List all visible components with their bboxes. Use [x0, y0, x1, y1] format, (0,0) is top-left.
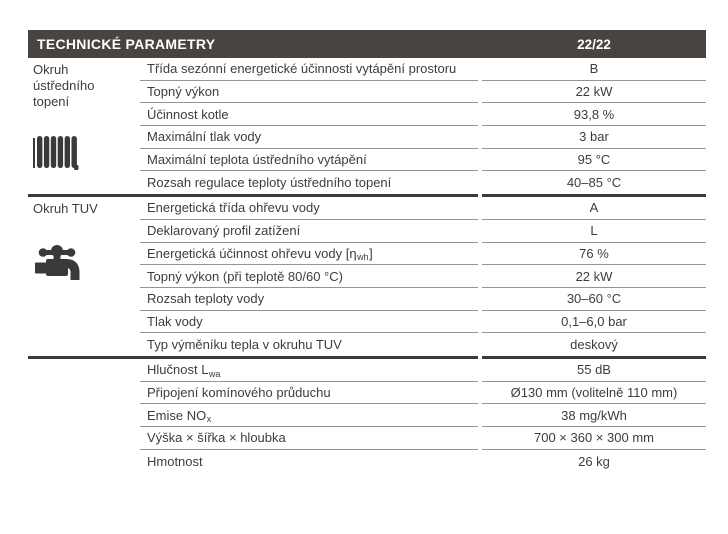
section-divider [28, 355, 706, 359]
param-label: Topný výkon [140, 81, 478, 104]
param-value: 700 × 360 × 300 mm [482, 427, 706, 450]
table-row: Topný výkon (při teplotě 80/60 °C) 22 kW [140, 265, 706, 288]
section-label: Okruh TUV [33, 201, 98, 217]
section-side: Okruh ústředního topení [28, 58, 140, 194]
param-label: Typ výměníku tepla v okruhu TUV [147, 337, 342, 353]
param-value: 55 dB [482, 359, 706, 382]
param-value: Ø130 mm (volitelně 110 mm) [482, 382, 706, 405]
section-rows: Energetická třída ohřevu vody A Deklarovan… [140, 197, 706, 356]
param-value: 30–60 °C [482, 288, 706, 311]
param-value: A [482, 197, 706, 220]
param-label: Maximální tlak vody [140, 126, 478, 149]
model-badge: 22/22 [577, 36, 611, 52]
param-value: 3 bar [482, 126, 706, 149]
param-value: 22 kW [482, 81, 706, 104]
table-body: Okruh ústředního topení Třída sezónní ene… [28, 58, 706, 472]
table-row: Tlak vody 0,1–6,0 bar [140, 311, 706, 334]
param-value: 22 kW [482, 265, 706, 288]
param-label: Topný výkon (při teplotě 80/60 °C) [140, 265, 478, 288]
param-label: Výška × šířka × hloubka [140, 427, 478, 450]
param-value: 95 °C [482, 149, 706, 172]
table-row: Energetická účinnost ohřevu vody [η wh] 76… [140, 243, 706, 266]
radiator-icon [33, 136, 120, 173]
table-row: Výška × šířka × hloubka 700 × 360 × 300 m… [140, 427, 706, 450]
param-label: Hmotnost [147, 453, 203, 469]
subscript: x [206, 414, 212, 425]
param-label: Připojení komínového průduchu [140, 382, 478, 405]
param-label: Maximální teplota ústředního vytápění [140, 149, 478, 172]
param-value: B [482, 58, 706, 81]
table-row: Maximální tlak vody 3 bar [140, 126, 706, 149]
param-value: 93,8 % [482, 103, 706, 127]
param-value: deskový [570, 337, 618, 353]
param-value: 0,1–6,0 bar [482, 311, 706, 334]
table-row: Účinnost kotle 93,8 % [140, 103, 706, 127]
table-row: Rozsah regulace teploty ústředního topen… [140, 171, 706, 194]
section-label: Okruh ústředního topení [33, 62, 95, 109]
param-label: Emise NO x [140, 404, 478, 427]
param-value: L [482, 220, 706, 243]
table-row: Emise NO x 38 mg/kWh [140, 404, 706, 427]
param-label: Deklarovaný profil zatížení [140, 220, 478, 243]
table-section: Okruh TUV Energetická třída ohřevu vody A D… [28, 197, 706, 356]
table-row: Typ výměníku tepla v okruhu TUV deskový [140, 333, 706, 356]
param-label: Energetická třída ohřevu vody [140, 197, 478, 220]
faucet-icon [33, 243, 120, 287]
table-row: Třída sezónní energetické účinnosti vytá… [140, 58, 706, 81]
section-side [28, 359, 140, 472]
section-divider [28, 194, 706, 198]
table-row: Připojení komínového průduchu Ø130 mm (vo… [140, 382, 706, 405]
technical-parameters-table: TECHNICKÉ PARAMETRY 22/22 Okruh ústřední… [28, 30, 706, 472]
subscript: wh [357, 252, 369, 263]
section-rows: Třída sezónní energetické účinnosti vytá… [140, 58, 706, 194]
param-value: 40–85 °C [566, 175, 622, 191]
param-label: Účinnost kotle [140, 103, 478, 127]
table-row: Maximální teplota ústředního vytápění 95 … [140, 149, 706, 172]
table-row: Hmotnost 26 kg [140, 450, 706, 473]
param-label: Tlak vody [140, 311, 478, 334]
table-section: Okruh ústředního topení Třída sezónní ene… [28, 58, 706, 194]
param-value: 76 % [482, 243, 706, 266]
table-header: TECHNICKÉ PARAMETRY 22/22 [28, 30, 706, 58]
table-title: TECHNICKÉ PARAMETRY [37, 36, 216, 52]
table-row: Energetická třída ohřevu vody A [140, 197, 706, 220]
param-label: Rozsah teploty vody [140, 288, 478, 311]
table-row: Rozsah teploty vody 30–60 °C [140, 288, 706, 311]
subscript: wa [208, 368, 221, 379]
table-row: Topný výkon 22 kW [140, 81, 706, 104]
param-label: Třída sezónní energetické účinnosti vytá… [140, 58, 478, 81]
param-value: 26 kg [578, 453, 610, 469]
param-label: Rozsah regulace teploty ústředního topen… [147, 175, 392, 191]
table-row: Deklarovaný profil zatížení L [140, 220, 706, 243]
param-value: 38 mg/kWh [482, 404, 706, 427]
param-label: Energetická účinnost ohřevu vody [η wh] [140, 243, 478, 266]
section-side: Okruh TUV [28, 197, 140, 356]
